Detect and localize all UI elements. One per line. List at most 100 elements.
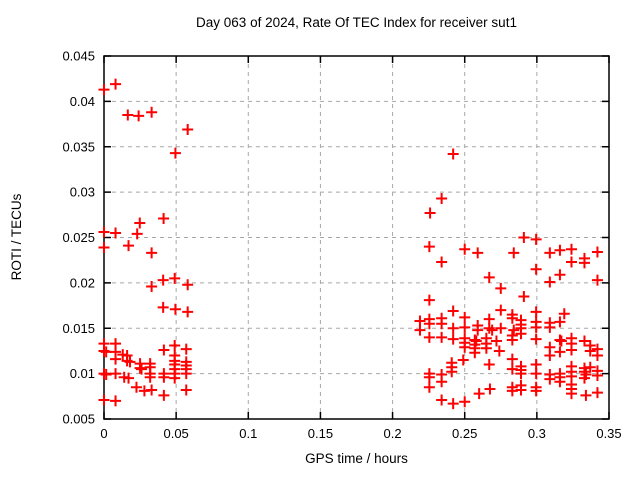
data-point-marker [555, 335, 567, 347]
data-point-marker [459, 311, 471, 323]
data-point-marker [423, 294, 435, 306]
data-point-marker [591, 369, 603, 381]
data-point-marker [158, 371, 170, 383]
data-point-marker [158, 389, 170, 401]
data-point-marker [472, 247, 484, 259]
data-point-marker [580, 389, 592, 401]
data-point-marker [554, 346, 566, 358]
data-point-marker [591, 349, 603, 361]
data-point-marker [131, 228, 143, 240]
data-point-marker [436, 394, 448, 406]
data-point-marker [515, 328, 527, 340]
data-point-marker [578, 257, 590, 269]
data-point-marker [158, 212, 170, 224]
data-point-marker [110, 227, 122, 239]
data-point-marker [490, 335, 502, 347]
data-point-marker [544, 247, 556, 259]
data-point-marker [506, 353, 518, 365]
data-point-marker [169, 372, 181, 384]
data-point-marker [436, 256, 448, 268]
data-point-marker [508, 247, 520, 259]
data-point-marker [578, 372, 590, 384]
data-point-marker [110, 353, 122, 365]
data-point-marker [495, 282, 507, 294]
data-point-marker [157, 301, 169, 313]
data-point-marker [182, 306, 194, 318]
data-point-marker [180, 368, 192, 380]
x-tick-label: 0.3 [528, 426, 546, 441]
y-tick-label: 0.025 [62, 230, 95, 245]
x-tick-label: 0 [100, 426, 107, 441]
data-point-marker [447, 305, 459, 317]
x-tick-label: 0.1 [239, 426, 257, 441]
data-point-marker [508, 324, 520, 336]
x-tick-label: 0.2 [384, 426, 402, 441]
y-tick-label: 0.03 [70, 185, 95, 200]
data-point-marker [423, 318, 435, 330]
data-point-marker [144, 371, 156, 383]
data-point-marker [459, 396, 471, 408]
data-point-marker [584, 345, 596, 357]
data-point-marker [591, 246, 603, 258]
data-point-marker [565, 344, 577, 356]
data-point-marker [180, 384, 192, 396]
y-tick-label: 0.02 [70, 275, 95, 290]
data-point-marker [544, 276, 556, 288]
data-point-marker [447, 322, 459, 334]
data-point-marker [554, 244, 566, 256]
data-point-marker [122, 109, 134, 121]
data-point-marker [495, 304, 507, 316]
data-point-marker [530, 233, 542, 245]
data-point-marker [169, 339, 181, 351]
data-point-marker [480, 342, 492, 354]
data-point-marker [447, 333, 459, 345]
data-point-marker [483, 359, 495, 371]
data-point-marker [100, 369, 112, 381]
data-point-marker [459, 243, 471, 255]
data-point-marker [565, 256, 577, 268]
data-point-marker [146, 281, 158, 293]
data-point-marker [506, 312, 518, 324]
data-point-marker [134, 217, 146, 229]
data-point-marker [110, 368, 122, 380]
data-point-marker [591, 274, 603, 286]
data-point-marker [157, 274, 169, 286]
data-point-marker [515, 384, 527, 396]
data-point-marker [447, 398, 459, 410]
data-point-marker [447, 148, 459, 160]
data-point-marker [436, 376, 448, 388]
data-point-marker [578, 335, 590, 347]
data-point-marker [436, 192, 448, 204]
data-point-marker [98, 241, 110, 253]
data-point-marker [98, 394, 110, 406]
data-point-marker [146, 247, 158, 259]
data-point-marker [544, 349, 556, 361]
data-point-marker [423, 381, 435, 393]
data-point-marker [530, 333, 542, 345]
chart-title: Day 063 of 2024, Rate Of TEC Index for r… [196, 15, 517, 30]
data-point-marker [472, 324, 484, 336]
data-point-marker [169, 272, 181, 284]
data-point-marker [182, 279, 194, 291]
data-point-marker [146, 384, 158, 396]
data-point-marker [459, 321, 471, 333]
data-point-marker [130, 381, 142, 393]
data-point-marker [124, 356, 136, 368]
x-tick-label: 0.05 [163, 426, 188, 441]
data-point-marker [554, 269, 566, 281]
y-tick-label: 0.005 [62, 412, 95, 427]
data-point-marker [544, 321, 556, 333]
data-point-marker [530, 385, 542, 397]
x-tick-label: 0.35 [596, 426, 621, 441]
data-point-marker [146, 106, 158, 118]
data-point-marker [423, 241, 435, 253]
y-tick-label: 0.04 [70, 94, 95, 109]
data-point-marker [565, 388, 577, 400]
x-axis-label: GPS time / hours [305, 451, 408, 466]
data-point-marker [98, 226, 110, 238]
data-point-marker [158, 344, 170, 356]
data-point-marker [436, 331, 448, 343]
data-point-marker [136, 363, 148, 375]
